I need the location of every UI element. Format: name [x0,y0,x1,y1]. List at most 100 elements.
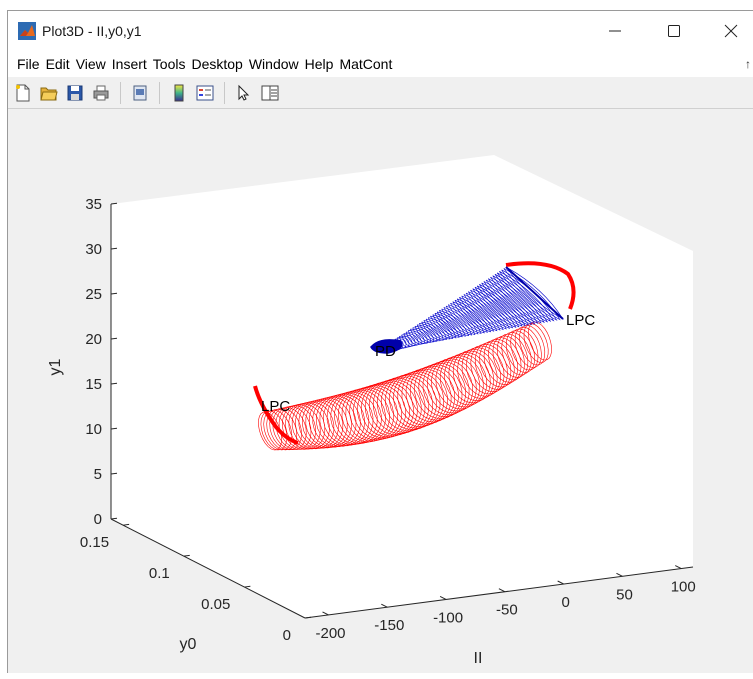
point-label: LPC [566,312,595,329]
blue-cycle [416,324,438,342]
red-cycle [337,388,390,443]
red-cycle [295,400,339,449]
menu-tools[interactable]: Tools [152,56,186,72]
red-cycle [519,325,546,366]
red-cycle [372,377,426,434]
red-cycle [330,390,382,445]
print-preview-button[interactable] [129,82,151,104]
menu-overflow-arrow-icon[interactable]: ↑ [745,57,751,71]
y-tick-mark [304,616,312,619]
close-icon [724,24,738,38]
chart[interactable]: LPC LPC PD 0 5 10 15 20 25 30 35 0 0.05 0.1 0.15 -200 -… [8,109,753,674]
menu-edit[interactable]: Edit [45,56,70,72]
x-tick-mark [498,588,506,593]
plot-area[interactable]: LPC LPC PD 0 5 10 15 20 25 30 35 0 0.05 0.1 0.15 -200 -… [8,109,753,674]
z-tick-mark [110,472,118,475]
point-label: LPC [261,398,290,415]
x-tick-mark [675,565,682,569]
y-tick-mark [123,523,130,526]
red-cycle [357,382,410,439]
blue-cycle [476,285,523,327]
red-cycle [444,353,488,406]
z-tick-label: 15 [85,376,102,393]
axes-background [111,155,693,618]
new-figure-icon [16,84,30,101]
close-button[interactable] [708,11,753,51]
blue-cycle [425,318,451,340]
red-cycle [298,399,344,449]
x-tick-label: -100 [433,609,463,626]
y-axis-line [110,518,306,619]
red-cycle [319,393,370,447]
red-cycle [409,365,459,421]
blue-cycle [485,279,536,325]
z-tick-label: 0 [94,511,102,528]
z-tick-label: 25 [85,286,102,303]
y-axis-label: y0 [180,636,197,653]
minimize-button[interactable] [592,11,638,51]
blue-cycle [454,299,492,333]
z-tick-mark [110,337,118,340]
maximize-icon [668,25,680,37]
edit-plot-button[interactable] [233,82,255,104]
menu-view[interactable]: View [75,56,106,72]
new-figure-button[interactable] [12,82,34,104]
red-edge-left [253,385,299,445]
maximize-button[interactable] [651,11,697,51]
matlab-logo-icon [18,22,36,40]
red-cycle [275,406,312,450]
title-bar[interactable]: Plot3D - II,y0,y1 [8,11,753,51]
blue-cycle [432,314,460,338]
property-editor-button[interactable] [259,82,281,104]
z-tick-label: 30 [85,241,102,258]
red-cycle [302,398,348,449]
red-cycle [353,383,406,440]
blue-cycle [447,304,482,334]
open-file-button[interactable] [38,82,60,104]
save-button[interactable] [64,82,86,104]
blue-cycle [445,305,479,335]
menu-window[interactable]: Window [248,56,299,72]
point-label: PD [375,343,396,360]
insert-colorbar-button[interactable] [168,82,190,104]
blue-cycle [499,271,555,322]
window-title: Plot3D - II,y0,y1 [42,23,142,39]
toolbar-separator [159,81,160,104]
toolbar-separator [224,81,225,104]
legend-icon [196,85,214,100]
blue-cycle [427,317,454,339]
blue-cycle [441,308,473,336]
red-cycle [528,321,552,361]
pointer-icon [238,84,250,101]
blue-cycle [474,286,520,328]
menu-file[interactable]: File [17,56,40,72]
blue-end-cycle [505,266,564,320]
z-tick-mark [110,247,118,250]
blue-cycle [423,320,447,340]
menu-insert[interactable]: Insert [111,56,147,72]
red-cycle [326,391,378,445]
x-tick-label: -50 [496,602,518,619]
y-tick-mark [183,554,190,557]
blue-cycle [436,311,466,337]
menu-desktop[interactable]: Desktop [191,56,243,72]
blue-cycle [401,334,416,347]
red-cycle [341,387,394,443]
insert-legend-button[interactable] [194,82,216,104]
y-tick-label: 0.05 [201,596,230,613]
red-cycle [492,335,525,381]
red-cycle [323,392,374,446]
menu-help[interactable]: Help [304,56,334,72]
blue-cycle [490,276,542,324]
print-button[interactable] [90,82,112,104]
x-tick-mark [557,580,564,585]
figure-toolbar [8,77,753,109]
menu-matcont[interactable]: MatCont [339,56,393,72]
blue-cycle [463,294,504,331]
blue-cycle [479,284,526,327]
blue-cycle [414,325,435,343]
x-tick-label: 100 [671,579,696,596]
figure-window: Plot3D - II,y0,y1 File Edit View Insert … [7,10,753,673]
red-cycle [523,323,549,363]
red-cycle [393,371,444,428]
